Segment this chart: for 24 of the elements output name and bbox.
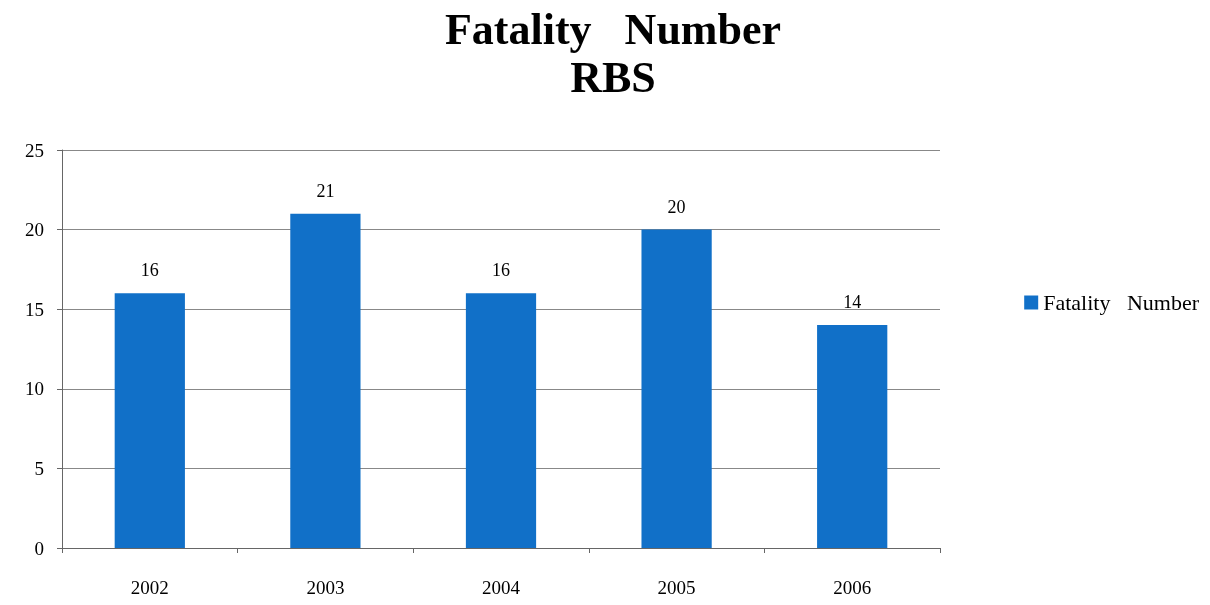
x-tick-label: 2005	[657, 577, 696, 598]
x-tick-label: 2002	[130, 577, 169, 598]
data-label: 20	[667, 196, 686, 217]
bar	[641, 229, 712, 548]
y-tick-label: 25	[25, 139, 44, 161]
chart-title: Fatality Number	[444, 4, 782, 54]
x-tick-label: 2006	[833, 577, 872, 598]
y-tick-label: 10	[25, 378, 44, 400]
y-tick-label: 0	[34, 537, 44, 559]
data-label: 16	[140, 260, 159, 281]
y-tick-label: 15	[25, 298, 44, 320]
data-label: 14	[843, 292, 862, 313]
y-tick-label: 5	[34, 457, 44, 479]
y-tick-label: 20	[25, 219, 44, 241]
x-tick-label: 2003	[306, 577, 345, 598]
data-label: 21	[316, 180, 335, 201]
legend-label: Fatality Number	[1043, 290, 1200, 315]
bar	[817, 325, 888, 548]
x-tick-label: 2004	[482, 577, 521, 598]
bar	[114, 293, 185, 548]
bar	[290, 213, 361, 548]
chart-subtitle: RBS	[570, 52, 656, 102]
bar	[465, 293, 537, 548]
data-label: 16	[492, 260, 510, 281]
